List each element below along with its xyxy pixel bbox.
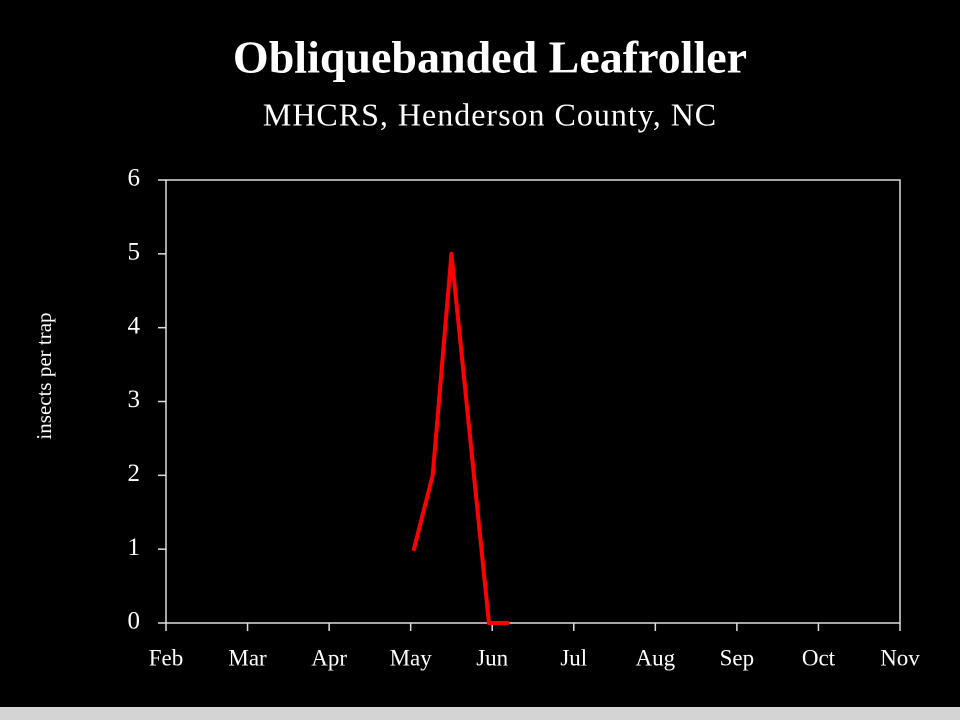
y-tick-label: 1: [128, 534, 141, 561]
chart-title: Obliquebanded Leafroller: [233, 32, 747, 83]
x-tick-label: Apr: [311, 645, 347, 670]
status-bar: [0, 707, 960, 720]
x-tick-label: Jun: [476, 645, 508, 670]
y-tick-label: 6: [128, 165, 141, 192]
x-tick-label: Sep: [720, 645, 755, 670]
x-tick-label: Jul: [560, 645, 587, 670]
y-tick-label: 4: [128, 312, 141, 339]
x-tick-label: Oct: [802, 645, 836, 670]
y-tick-label: 5: [128, 239, 141, 266]
x-tick-label: May: [390, 645, 433, 670]
x-tick-label: Feb: [149, 645, 184, 670]
x-tick-label: Aug: [636, 645, 676, 670]
x-tick-label: Mar: [228, 645, 267, 670]
data-line: [411, 251, 510, 625]
y-tick-label: 2: [128, 460, 141, 487]
y-axis-label: insects per trap: [32, 312, 56, 439]
y-tick-label: 3: [128, 386, 141, 413]
y-tick-label: 0: [128, 608, 141, 635]
chart-subtitle: MHCRS, Henderson County, NC: [263, 96, 717, 132]
x-tick-label: Nov: [880, 645, 920, 670]
